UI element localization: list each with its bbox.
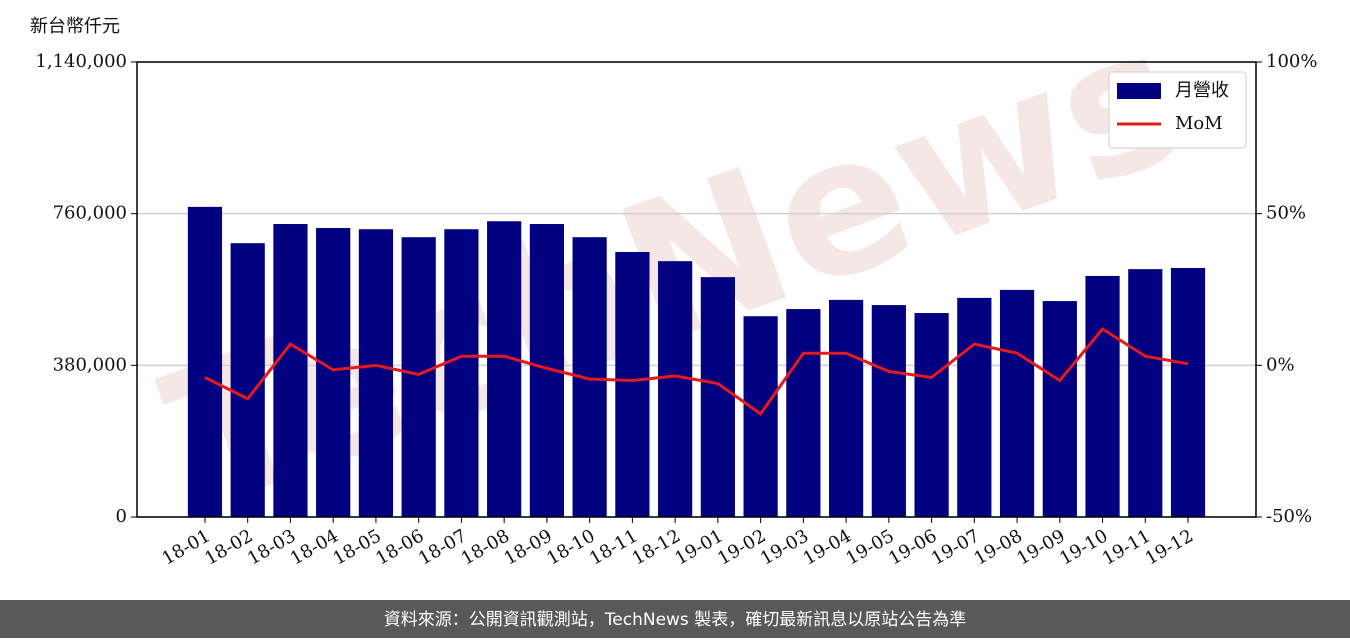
bar — [358, 229, 394, 517]
x-tick-label: 19-12 — [1142, 525, 1197, 569]
bar — [1042, 301, 1077, 517]
x-tick-label: 18-04 — [287, 525, 342, 569]
bar — [743, 316, 778, 517]
x-tick-label: 19-07 — [928, 525, 983, 569]
bar — [1170, 267, 1206, 517]
x-tick-label: 18-08 — [458, 525, 513, 569]
y-tick-label: 0 — [116, 506, 127, 527]
bar — [999, 289, 1035, 517]
y-tick-label: 1,140,000 — [35, 51, 127, 72]
x-tick-label: 18-12 — [629, 525, 684, 569]
bar — [487, 221, 522, 517]
bar — [316, 228, 351, 517]
bar — [871, 305, 906, 517]
bar — [829, 299, 864, 517]
x-tick-label: 19-05 — [842, 525, 897, 569]
x-tick-label: 19-01 — [671, 525, 726, 569]
x-tick-label: 18-05 — [329, 525, 384, 569]
x-tick-label: 18-09 — [500, 525, 555, 569]
plot-frame — [136, 61, 1257, 518]
bar — [1128, 269, 1163, 517]
x-tick-label: 19-02 — [714, 525, 769, 569]
y-axis-label: 新台幣仟元 — [30, 16, 120, 37]
legend-label: MoM — [1175, 113, 1223, 134]
footer: 資料來源：公開資訊觀測站，TechNews 製表，確切最新訊息以原站公告為準 — [384, 610, 966, 630]
x-tick-label: 18-10 — [543, 525, 598, 569]
y2-tick-label: 50% — [1266, 203, 1306, 224]
y-tick-label: 760,000 — [53, 203, 127, 224]
x-tick-label: 18-07 — [415, 525, 470, 569]
bar — [786, 309, 821, 517]
x-tick-label: 19-06 — [885, 525, 940, 569]
bar — [914, 313, 949, 517]
bar — [187, 206, 223, 517]
y2-tick-label: 0% — [1266, 354, 1295, 375]
x-tick-label: 19-08 — [971, 525, 1026, 569]
bar — [615, 251, 650, 517]
legend-label: 月營收 — [1175, 80, 1229, 101]
bar — [658, 261, 693, 517]
bar — [273, 224, 308, 517]
x-tick-label: 19-10 — [1056, 525, 1111, 569]
x-tick-label: 18-06 — [372, 525, 427, 569]
bar — [444, 229, 479, 517]
bar — [700, 277, 735, 517]
bar — [1085, 275, 1120, 517]
line — [204, 326, 1189, 416]
bar — [401, 237, 436, 517]
x-tick-label: 19-09 — [1013, 525, 1068, 569]
x-tick-label: 19-03 — [757, 525, 812, 569]
x-tick-label: 19-11 — [1099, 525, 1154, 569]
footer-band — [0, 600, 1350, 638]
y2-tick-label: -50% — [1266, 506, 1312, 527]
bar — [230, 243, 265, 517]
x-tick-label: 18-01 — [159, 525, 214, 569]
legend-swatch — [1117, 83, 1161, 99]
x-tick-label: 19-04 — [800, 525, 855, 569]
x-tick-label: 18-11 — [586, 525, 641, 569]
y-tick-label: 380,000 — [53, 354, 127, 375]
y2-tick-label: 100% — [1266, 51, 1317, 72]
bar — [957, 297, 992, 517]
